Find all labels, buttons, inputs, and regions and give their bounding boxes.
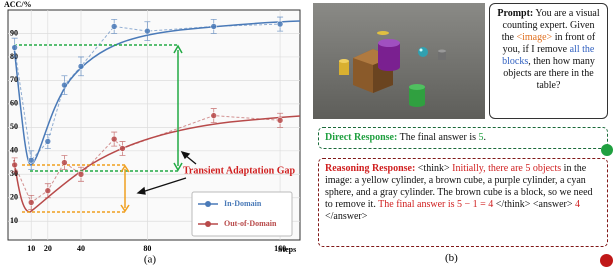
legend-swatch <box>205 201 211 207</box>
image-token: <image> <box>516 32 552 43</box>
reasoning-box: Reasoning Response: <think> Initially, t… <box>318 158 608 247</box>
y-tick-label: 20 <box>10 193 18 202</box>
data-point <box>211 113 217 119</box>
data-point <box>28 157 34 163</box>
x-tick-label: 80 <box>143 244 151 253</box>
y-tick-label: 90 <box>10 28 18 37</box>
data-point <box>78 171 84 177</box>
correct-indicator <box>601 144 613 156</box>
y-axis-label: ACC/% <box>4 0 32 9</box>
data-point <box>12 45 18 51</box>
data-point <box>45 138 51 144</box>
reasoning-text: </think> <answer> <box>493 199 575 210</box>
direct-text: The final answer is <box>397 132 478 143</box>
prompt-box: Prompt: You are a visual counting expert… <box>489 3 608 119</box>
data-point <box>111 136 117 142</box>
direct-box: Direct Response: The final answer is 5. <box>318 127 608 149</box>
x-tick-label: 20 <box>44 244 52 253</box>
direct-text: . <box>484 132 487 143</box>
data-point <box>28 199 34 205</box>
x-tick-label: 160 <box>274 244 286 253</box>
reasoning-highlight: Initially, there are 5 objects <box>452 163 561 174</box>
data-point <box>277 21 283 27</box>
reasoning-text: <think> <box>415 163 452 174</box>
data-point <box>12 162 18 168</box>
data-point <box>144 28 150 34</box>
figure: Transient Adaptation Gap ACC/% Steps In-… <box>0 0 613 268</box>
legend-label: Out-of-Domain <box>224 219 277 228</box>
data-point <box>45 188 51 194</box>
x-tick-label: 10 <box>27 244 35 253</box>
incorrect-indicator <box>600 254 613 267</box>
reasoning-answer: 4 <box>575 199 580 210</box>
y-tick-label: 70 <box>10 75 18 84</box>
legend: In-Domain Out-of-Domain <box>192 192 292 236</box>
legend-swatch <box>205 221 211 227</box>
reasoning-text: </answer> <box>325 211 367 222</box>
x-tick-label: 40 <box>77 244 85 253</box>
data-point <box>119 145 125 151</box>
y-tick-label: 10 <box>10 216 18 225</box>
scene-image <box>313 3 485 119</box>
annotation: Transient Adaptation Gap <box>183 165 295 176</box>
chart: Transient Adaptation Gap ACC/% Steps In-… <box>0 0 310 268</box>
caption: (a) <box>144 254 157 266</box>
data-point <box>111 23 117 29</box>
caption: (b) <box>445 252 458 264</box>
data-point <box>61 160 67 166</box>
y-tick-label: 40 <box>10 146 18 155</box>
reasoning-label: Reasoning Response: <box>325 163 415 174</box>
prompt-label: Prompt: <box>497 8 533 19</box>
y-tick-label: 50 <box>10 122 18 131</box>
legend-label: In-Domain <box>224 199 262 208</box>
data-point <box>277 117 283 123</box>
data-point <box>61 82 67 88</box>
data-point <box>78 63 84 69</box>
y-tick-label: 60 <box>10 99 18 108</box>
data-point <box>211 23 217 29</box>
reasoning-highlight: The final answer is 5 − 1 = 4 <box>378 199 493 210</box>
direct-label: Direct Response: <box>325 132 397 143</box>
